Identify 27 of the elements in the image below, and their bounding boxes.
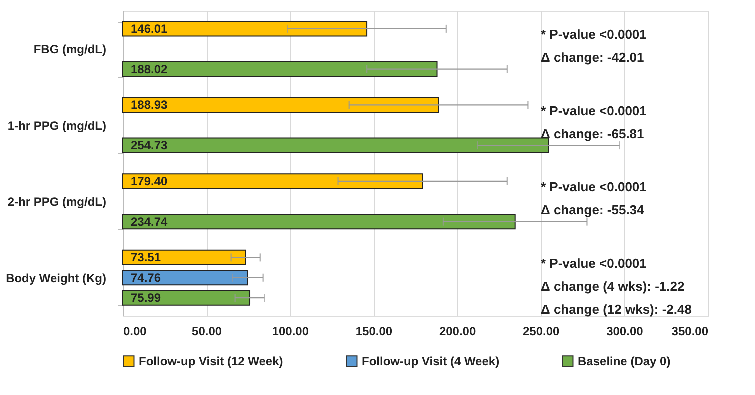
y-tick-label: FBG (mg/dL)	[34, 42, 106, 57]
data-label: 75.99	[131, 291, 162, 306]
annotation: * P-value <0.0001 Δ change (4 wks): -1.22 Δ change (12 wks): -2.48	[541, 256, 692, 317]
x-tick-label: 250.00	[523, 324, 560, 338]
x-tick-label: 200.00	[439, 324, 476, 338]
x-tick-label: 100.00	[272, 324, 310, 338]
y-tick-label: Body Weight (Kg)	[6, 271, 106, 286]
x-tick-label: 350.00	[672, 324, 709, 338]
data-label: 146.01	[131, 22, 168, 36]
x-tick-label: 0.00	[124, 324, 148, 338]
data-label: 179.40	[131, 174, 168, 188]
legend-label: Baseline (Day 0)	[578, 354, 671, 368]
x-tick-label: 300.00	[606, 324, 644, 338]
x-tick-label: 150.00	[356, 324, 393, 338]
annotation: * P-value <0.0001 Δ change: -55.34	[541, 180, 647, 218]
x-tick-label: 50.00	[192, 324, 222, 338]
legend-label: Follow-up Visit (4 Week)	[362, 354, 500, 368]
legend-label: Follow-up Visit (12 Week)	[139, 354, 284, 368]
y-tick-label: 2-hr PPG (mg/dL)	[8, 195, 106, 210]
data-label: 254.73	[131, 138, 168, 153]
y-tick-label: 1-hr PPG (mg/dL)	[8, 118, 106, 133]
annotation: * P-value <0.0001 Δ change: -42.01	[541, 27, 647, 66]
data-label: 188.02	[131, 62, 168, 76]
data-label: 188.93	[131, 98, 168, 112]
data-label: 234.74	[131, 214, 168, 229]
data-label: 73.51	[131, 250, 162, 265]
data-label: 74.76	[131, 270, 162, 285]
